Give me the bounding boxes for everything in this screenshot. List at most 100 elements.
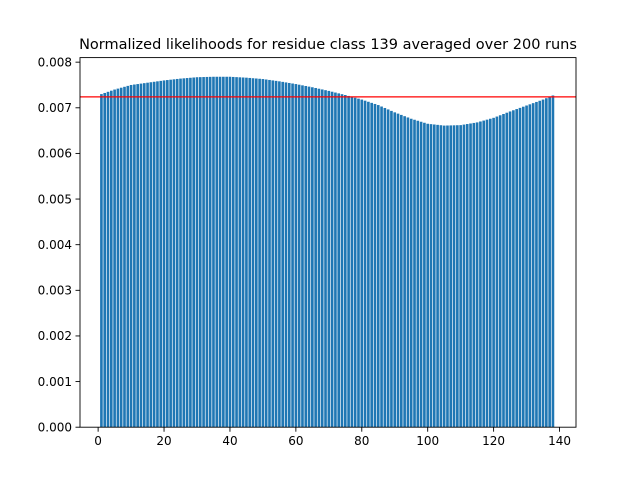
bar (119, 87, 123, 428)
bar (205, 76, 209, 428)
bar (515, 109, 518, 428)
bar (531, 103, 535, 428)
bar (367, 101, 370, 428)
bar (301, 85, 304, 428)
bar (149, 82, 153, 428)
bar (409, 118, 413, 428)
axes-frame (79, 57, 577, 428)
y-tick-label: 0.007 (38, 101, 72, 115)
bar (106, 91, 110, 428)
bar (304, 85, 308, 428)
bar (195, 77, 199, 428)
bar (320, 89, 324, 428)
bar (245, 77, 248, 428)
bar (330, 91, 334, 428)
bar (528, 104, 532, 428)
y-tick-label: 0.000 (38, 421, 72, 435)
bar (403, 116, 406, 428)
bar (271, 80, 275, 428)
bar (294, 84, 298, 428)
bar (475, 122, 479, 428)
bar (175, 78, 179, 428)
bar (109, 90, 113, 428)
bar (413, 119, 416, 428)
bar (429, 124, 433, 428)
bar (492, 117, 495, 428)
x-tick-label: 60 (288, 434, 303, 448)
bar (324, 90, 327, 428)
bar (508, 111, 512, 428)
bar (116, 88, 120, 428)
bar (334, 92, 337, 428)
bar (545, 98, 548, 428)
bar (166, 80, 169, 428)
y-tick-label: 0.004 (38, 238, 72, 252)
y-tick-label: 0.005 (38, 192, 72, 206)
bar (317, 88, 321, 428)
bar (376, 105, 380, 428)
bar (462, 124, 466, 428)
x-tick-label: 20 (156, 434, 171, 448)
bar (521, 106, 525, 428)
bar (113, 89, 116, 428)
bar (390, 110, 393, 428)
bar (449, 125, 453, 428)
bar (340, 94, 344, 428)
bar (419, 121, 423, 428)
bar (274, 80, 278, 428)
bar (498, 115, 502, 428)
bar (502, 113, 505, 428)
bar (146, 82, 149, 428)
bar (251, 78, 255, 428)
bar (495, 116, 499, 428)
bar (396, 113, 400, 428)
bar (535, 101, 538, 428)
bar (218, 76, 222, 428)
bar (231, 76, 235, 428)
bar (327, 90, 331, 428)
bar (439, 125, 443, 428)
bar (159, 80, 163, 428)
x-tick-label: 140 (548, 434, 571, 448)
bar (360, 99, 364, 428)
bar (456, 125, 459, 428)
bar (465, 124, 469, 428)
bar (406, 117, 410, 428)
bar (287, 82, 291, 428)
bar (416, 120, 420, 428)
bar (350, 96, 354, 428)
x-tick-label: 40 (222, 434, 237, 448)
bar (152, 81, 156, 428)
bar (442, 125, 446, 428)
bar (179, 78, 182, 428)
bar (337, 93, 341, 428)
bar (423, 122, 426, 428)
y-tick-label: 0.003 (38, 284, 72, 298)
bar (100, 94, 103, 428)
bar (551, 95, 555, 428)
bar (485, 119, 489, 428)
bar (512, 110, 515, 428)
bar (432, 124, 436, 428)
bar (172, 79, 176, 428)
bar (241, 77, 245, 428)
bar (202, 77, 205, 428)
chart-title: Normalized likelihoods for residue class… (79, 37, 577, 53)
bar (264, 79, 268, 428)
bar (482, 120, 486, 428)
bar (386, 109, 390, 428)
bar (129, 84, 133, 428)
bar (248, 77, 252, 428)
x-tick-label: 120 (482, 434, 505, 448)
bar (215, 76, 219, 428)
bar (126, 85, 130, 428)
bar (472, 122, 476, 428)
bar (212, 76, 215, 428)
bar (538, 100, 542, 428)
bar (311, 87, 314, 428)
bar (307, 86, 311, 428)
bar (426, 123, 430, 428)
bars-group (100, 76, 555, 428)
bar (373, 103, 377, 428)
